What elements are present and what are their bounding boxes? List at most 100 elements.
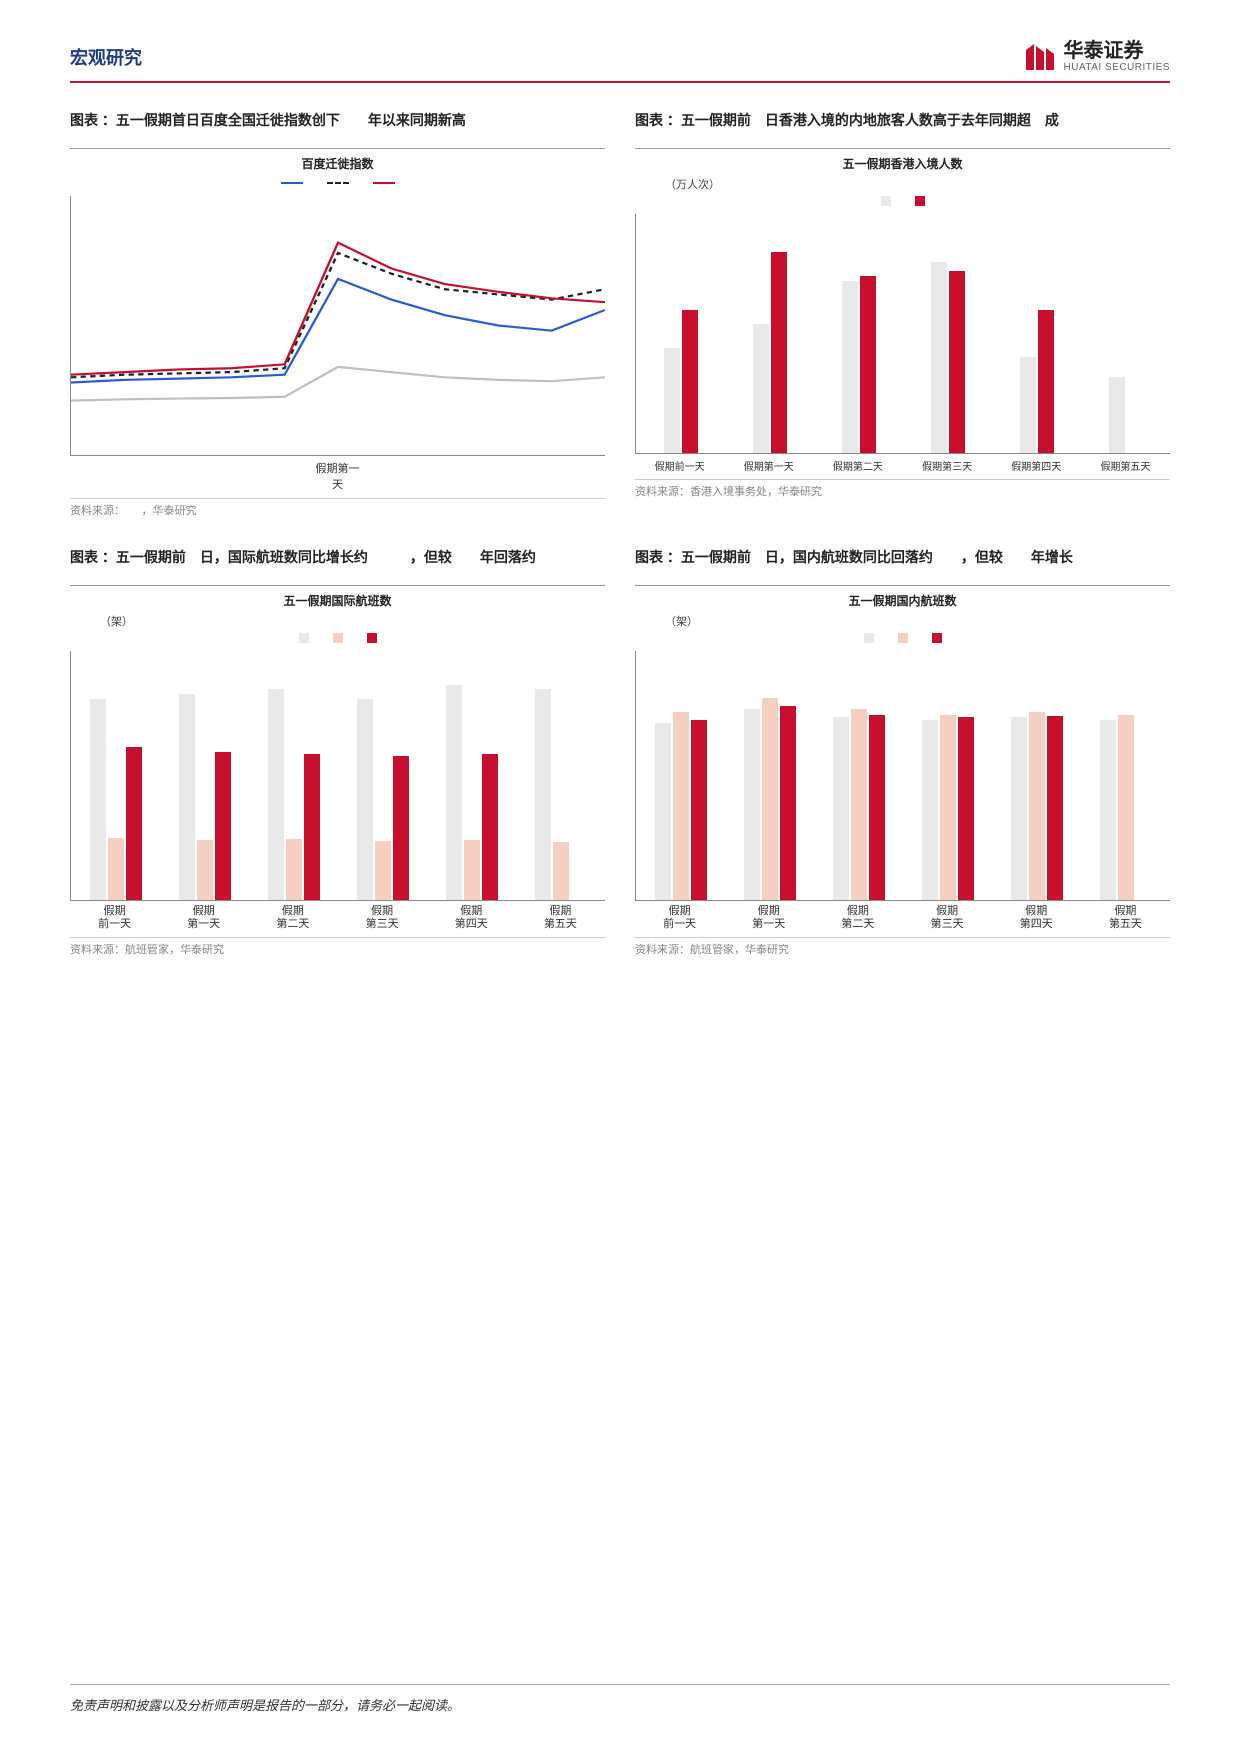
chart-4-ylabel: （架）	[665, 613, 1170, 629]
bar	[780, 706, 796, 900]
bar-group	[160, 651, 249, 900]
chart-3-title: 图表 ：五一假期前 日，国际航班数同比增长约 ，但较 年回落约	[70, 548, 605, 586]
bar	[771, 252, 787, 453]
chart-2: 图表 ：五一假期前 日香港入境的内地旅客人数高于去年同期超 成 五一假期香港入境…	[635, 111, 1170, 518]
x-label: 假期第一天	[724, 905, 813, 931]
bar	[664, 348, 680, 453]
bar-group	[71, 651, 160, 900]
bar	[1118, 715, 1134, 900]
section-title: 宏观研究	[70, 44, 142, 70]
brand-en: HUATAI SECURITIES	[1064, 62, 1170, 73]
chart-2-source: 资料来源：香港入境事务处，华泰研究	[635, 479, 1170, 499]
brand-block: 华泰证券 HUATAI SECURITIES	[1022, 40, 1170, 73]
x-label: 假期前一天	[635, 905, 724, 931]
bar	[286, 839, 302, 900]
chart-4: 图表 ：五一假期前 日，国内航班数同比回落约 ，但较 年增长 五一假期国内航班数…	[635, 548, 1170, 957]
bar	[126, 747, 142, 900]
bar-group	[725, 651, 814, 900]
x-label: 假期第三天	[903, 458, 992, 473]
chart-2-ylabel: （万人次）	[665, 176, 1170, 192]
bar-group	[636, 651, 725, 900]
bar-group	[1081, 214, 1170, 453]
bar-group	[814, 651, 903, 900]
x-label: 假期第五天	[516, 905, 605, 931]
x-label: 假期第三天	[338, 905, 427, 931]
chart-1-subtitle: 百度迁徙指数	[70, 155, 605, 172]
bar-group	[1081, 651, 1170, 900]
x-label: 假期第二天	[248, 905, 337, 931]
x-label: 假期第五天	[1081, 905, 1170, 931]
x-label: 假期前一天	[635, 458, 724, 473]
bar	[673, 712, 689, 900]
bar	[1038, 310, 1054, 453]
bar	[90, 699, 106, 900]
bar	[1020, 357, 1036, 453]
x-label: 假期第四天	[992, 458, 1081, 473]
bar	[375, 841, 391, 900]
bar	[1100, 720, 1116, 900]
bar	[1109, 377, 1125, 453]
chart-3-legend	[70, 631, 605, 645]
chart-4-xlabels: 假期前一天假期第一天假期第二天假期第三天假期第四天假期第五天	[635, 905, 1170, 931]
chart-1-xlabels: 假期第一天	[70, 460, 605, 492]
bar	[833, 717, 849, 900]
chart-2-xlabels: 假期前一天假期第一天假期第二天假期第三天假期第四天假期第五天	[635, 458, 1170, 473]
x-label: 假期第一天	[724, 458, 813, 473]
bar	[949, 271, 965, 453]
bar	[958, 717, 974, 900]
chart-4-legend	[635, 631, 1170, 645]
bar	[535, 689, 551, 900]
bar	[304, 754, 320, 900]
bar	[393, 756, 409, 900]
chart-4-source: 资料来源：航班管家，华泰研究	[635, 937, 1170, 957]
bar	[1011, 717, 1027, 900]
chart-4-subtitle: 五一假期国内航班数	[635, 592, 1170, 609]
bar-group	[992, 214, 1081, 453]
bar	[744, 709, 760, 900]
bar	[464, 840, 480, 900]
bar	[197, 840, 213, 900]
x-label: 假期第二天	[813, 458, 902, 473]
chart-3-subtitle: 五一假期国际航班数	[70, 592, 605, 609]
bar-group	[427, 651, 516, 900]
chart-2-legend	[635, 194, 1170, 208]
bar-group	[636, 214, 725, 453]
chart-2-subtitle: 五一假期香港入境人数	[635, 155, 1170, 172]
chart-3-source: 资料来源：航班管家，华泰研究	[70, 937, 605, 957]
bar	[842, 281, 858, 453]
chart-1-legend	[70, 176, 605, 190]
page-header: 宏观研究 华泰证券 HUATAI SECURITIES	[70, 40, 1170, 83]
x-label: 假期第三天	[903, 905, 992, 931]
bar	[682, 310, 698, 453]
brand-text: 华泰证券 HUATAI SECURITIES	[1064, 40, 1170, 73]
bar-group	[516, 651, 605, 900]
bar-group	[814, 214, 903, 453]
x-label: 假期第二天	[813, 905, 902, 931]
chart-3-ylabel: （架）	[100, 613, 605, 629]
chart-3-xlabels: 假期前一天假期第一天假期第二天假期第三天假期第四天假期第五天	[70, 905, 605, 931]
chart-3-canvas	[70, 651, 605, 901]
x-label: 假期第五天	[1081, 458, 1170, 473]
bar	[482, 754, 498, 900]
bar	[357, 699, 373, 900]
bar	[179, 694, 195, 900]
disclaimer-footer: 免责声明和披露以及分析师声明是报告的一部分，请务必一起阅读。	[70, 1684, 1170, 1714]
bar	[553, 842, 569, 900]
bar	[1029, 712, 1045, 900]
bar-group	[903, 651, 992, 900]
chart-1: 图表 ：五一假期首日百度全国迁徙指数创下 年以来同期新高 百度迁徙指数 假期第一…	[70, 111, 605, 518]
bar	[268, 689, 284, 900]
bar	[869, 715, 885, 900]
bar	[691, 720, 707, 900]
bar	[851, 709, 867, 900]
chart-1-canvas	[70, 196, 605, 456]
x-label: 假期第一天	[159, 905, 248, 931]
brand-cn: 华泰证券	[1064, 40, 1170, 62]
bar	[108, 838, 124, 900]
x-label: 假期前一天	[70, 905, 159, 931]
bar-group	[992, 651, 1081, 900]
bar-group	[903, 214, 992, 453]
bar	[922, 720, 938, 900]
bar-group	[725, 214, 814, 453]
charts-grid: 图表 ：五一假期首日百度全国迁徙指数创下 年以来同期新高 百度迁徙指数 假期第一…	[70, 111, 1170, 957]
